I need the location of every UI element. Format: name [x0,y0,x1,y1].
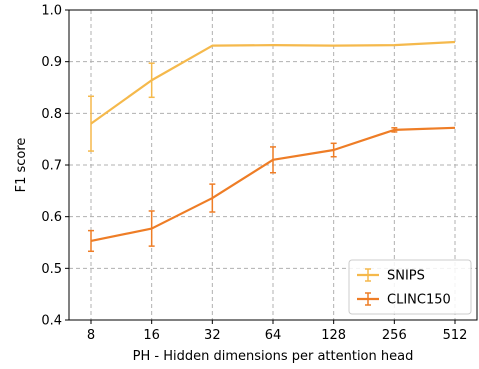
legend-label: SNIPS [387,269,425,284]
axis-ticks: 8 16 32 64 128 256 512 0.4 0.5 0.6 0.7 0.8 0.9 1.0 [41,4,467,344]
legend-entry: CLINC150 [357,292,451,308]
y-tick-label: 0.5 [41,262,62,277]
y-tick-label: 0.7 [41,159,62,174]
legend: SNIPS CLINC150 [348,259,472,315]
x-tick-label: 512 [443,328,468,343]
legend-label: CLINC150 [387,293,451,308]
x-tick-label: 16 [143,328,160,343]
x-tick-label: 128 [321,328,346,343]
x-tick-label: 8 [87,328,95,343]
series-clinc150 [88,126,456,253]
y-tick-label: 0.4 [41,314,62,329]
series-snips [88,40,456,152]
x-axis-label: PH - Hidden dimensions per attention hea… [133,349,414,364]
series-group [88,40,456,253]
x-tick-label: 32 [204,328,221,343]
y-tick-label: 0.8 [41,107,62,122]
y-tick-label: 0.9 [41,55,62,70]
x-tick-label: 64 [265,328,282,343]
legend-box [348,259,472,315]
y-tick-label: 0.6 [41,210,62,225]
x-tick-label: 256 [382,328,407,343]
y-tick-label: 1.0 [41,4,62,19]
y-axis-label: F1 score [14,138,29,193]
legend-entry: SNIPS [357,268,425,284]
